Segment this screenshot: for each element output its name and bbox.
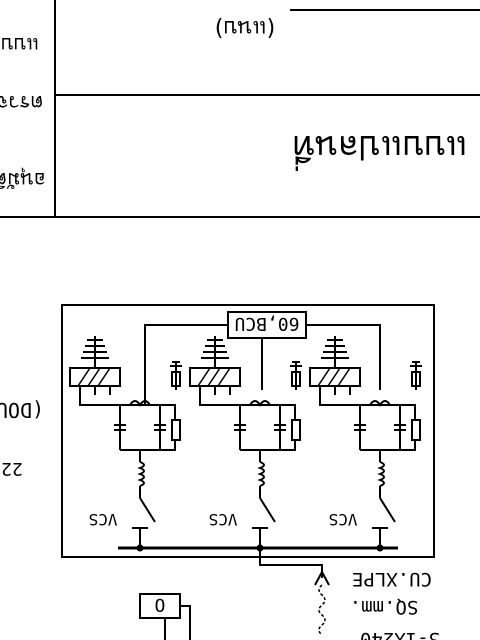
switchgear-panel xyxy=(61,304,435,558)
switch-label-3: VCS xyxy=(329,510,358,529)
feeder-unit-3 xyxy=(309,336,422,548)
bottom-symbol-label: O xyxy=(155,594,166,615)
bus-node-1 xyxy=(136,544,144,552)
drawing-name: แบบแปลนที่ xyxy=(292,127,467,171)
cable-wavy xyxy=(318,584,326,636)
left-partial-text: (DOU xyxy=(0,398,44,422)
feeder-unit-2 xyxy=(189,336,302,548)
switch-label-2: VCS xyxy=(209,510,238,529)
title-label-check: ตรวจ xyxy=(0,91,43,115)
panel-label: 60,BCU xyxy=(234,313,299,334)
cable-count-label: 3-1X240 xyxy=(360,628,440,640)
left-partial-number: 22 xyxy=(1,458,23,479)
title-block xyxy=(0,0,480,218)
feeder-unit-1 xyxy=(69,336,182,548)
cable-type-label: CU.XLPE xyxy=(352,568,432,590)
bus-node-3 xyxy=(376,544,384,552)
outgoing-cable xyxy=(259,548,323,578)
title-label-type: แบบ xyxy=(1,33,39,57)
cable-size-label: SQ.mm. xyxy=(350,596,419,618)
cable-termination-arrow xyxy=(314,569,330,586)
potential-transformer-1 xyxy=(69,336,121,387)
top-interconnect xyxy=(144,324,228,405)
switch-label-1: VCS xyxy=(89,510,118,529)
title-label-approve: อนุมัติ xyxy=(0,167,46,192)
title-note-paren: (แนบ) xyxy=(215,15,275,40)
